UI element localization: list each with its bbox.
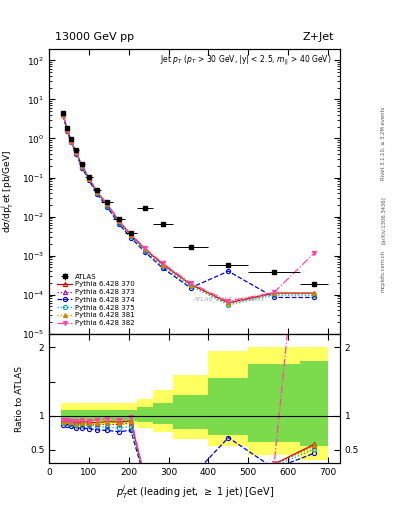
Text: 13000 GeV pp: 13000 GeV pp [55, 32, 134, 41]
Text: Rivet 3.1.10, ≥ 3.2M events: Rivet 3.1.10, ≥ 3.2M events [381, 106, 386, 180]
Y-axis label: Ratio to ATLAS: Ratio to ATLAS [15, 366, 24, 432]
Legend: ATLAS, Pythia 6.428 370, Pythia 6.428 373, Pythia 6.428 374, Pythia 6.428 375, P: ATLAS, Pythia 6.428 370, Pythia 6.428 37… [55, 272, 136, 328]
X-axis label: $p_T^j$et (leading jet, $\geq$ 1 jet) [GeV]: $p_T^j$et (leading jet, $\geq$ 1 jet) [G… [116, 483, 274, 501]
Text: [arXiv:1306.3436]: [arXiv:1306.3436] [381, 196, 386, 244]
Text: mcplots.cern.ch: mcplots.cern.ch [381, 250, 386, 292]
Text: Z+Jet: Z+Jet [303, 32, 334, 41]
Y-axis label: d$\sigma$/dp$_\mathrm{T}^\mathrm{j}$et [pb/GeV]: d$\sigma$/dp$_\mathrm{T}^\mathrm{j}$et [… [0, 150, 16, 233]
Text: ATLAS_2017_I1514251: ATLAS_2017_I1514251 [194, 296, 265, 303]
Text: Jet $p_T$ ($p_T$ > 30 GeV, |y| < 2.5, $m_{||}$ > 40 GeV): Jet $p_T$ ($p_T$ > 30 GeV, |y| < 2.5, $m… [160, 54, 331, 69]
